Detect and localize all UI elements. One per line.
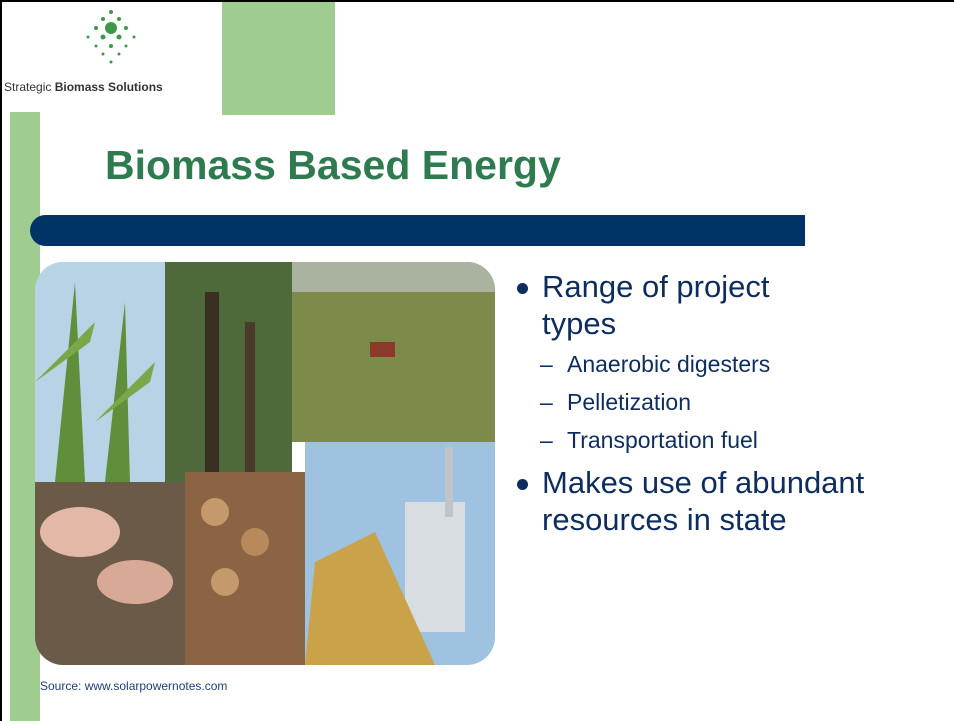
title-bar: [30, 215, 805, 246]
collage-art: [35, 262, 495, 665]
bullet: Range of project types: [515, 268, 842, 342]
bullet-list: Range of project types Anaerobic digester…: [515, 268, 915, 542]
logo-text: Strategic Biomass Solutions: [4, 80, 167, 94]
photo-collage: [35, 262, 495, 665]
sub-bullet: Pelletization: [515, 388, 915, 416]
sub-bullet: Transportation fuel: [515, 426, 915, 454]
source-note: Source: www.solarpowernotes.com: [40, 679, 228, 693]
logo-plain: Strategic: [4, 80, 52, 94]
logo-bold: Biomass Solutions: [54, 80, 163, 94]
bullet: Makes use of abundant resources in state: [515, 464, 872, 538]
sub-bullet: Anaerobic digesters: [515, 350, 915, 378]
logo-mark: [86, 10, 136, 64]
accent-block: [222, 2, 335, 115]
slide-title: Biomass Based Energy: [105, 142, 561, 188]
